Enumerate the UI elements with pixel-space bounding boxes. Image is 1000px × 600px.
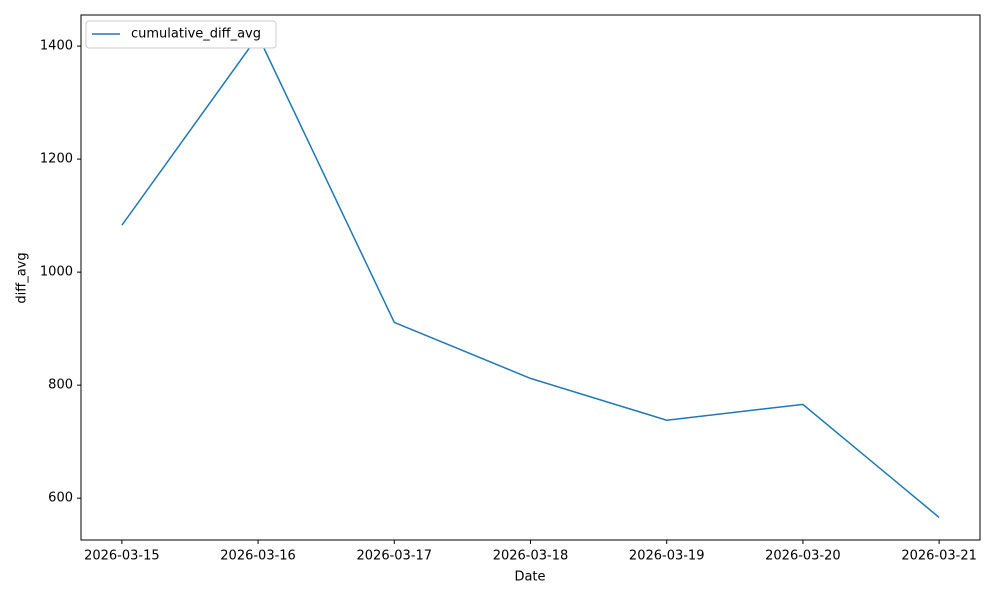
x-tick-label: 2026-03-17 bbox=[357, 549, 433, 564]
plot-frame bbox=[80, 14, 981, 541]
x-tick-label: 2026-03-16 bbox=[220, 549, 296, 564]
y-tick-label: 800 bbox=[48, 378, 73, 393]
y-tick-label: 1000 bbox=[40, 265, 73, 280]
y-axis-label: diff_avg bbox=[15, 252, 30, 303]
x-tick-label: 2026-03-20 bbox=[765, 549, 841, 564]
x-tick-label: 2026-03-15 bbox=[84, 549, 160, 564]
data-line bbox=[121, 34, 940, 518]
x-tick-label: 2026-03-19 bbox=[629, 549, 705, 564]
legend-box bbox=[85, 20, 277, 49]
y-tick-label: 1200 bbox=[40, 152, 73, 167]
y-tick-label: 600 bbox=[48, 491, 73, 506]
x-tick-label: 2026-03-18 bbox=[493, 549, 569, 564]
legend-label: cumulative_diff_avg bbox=[131, 27, 261, 42]
x-tick-label: 2026-03-21 bbox=[901, 549, 977, 564]
x-axis-label: Date bbox=[514, 570, 545, 585]
y-tick-label: 1400 bbox=[40, 39, 73, 54]
